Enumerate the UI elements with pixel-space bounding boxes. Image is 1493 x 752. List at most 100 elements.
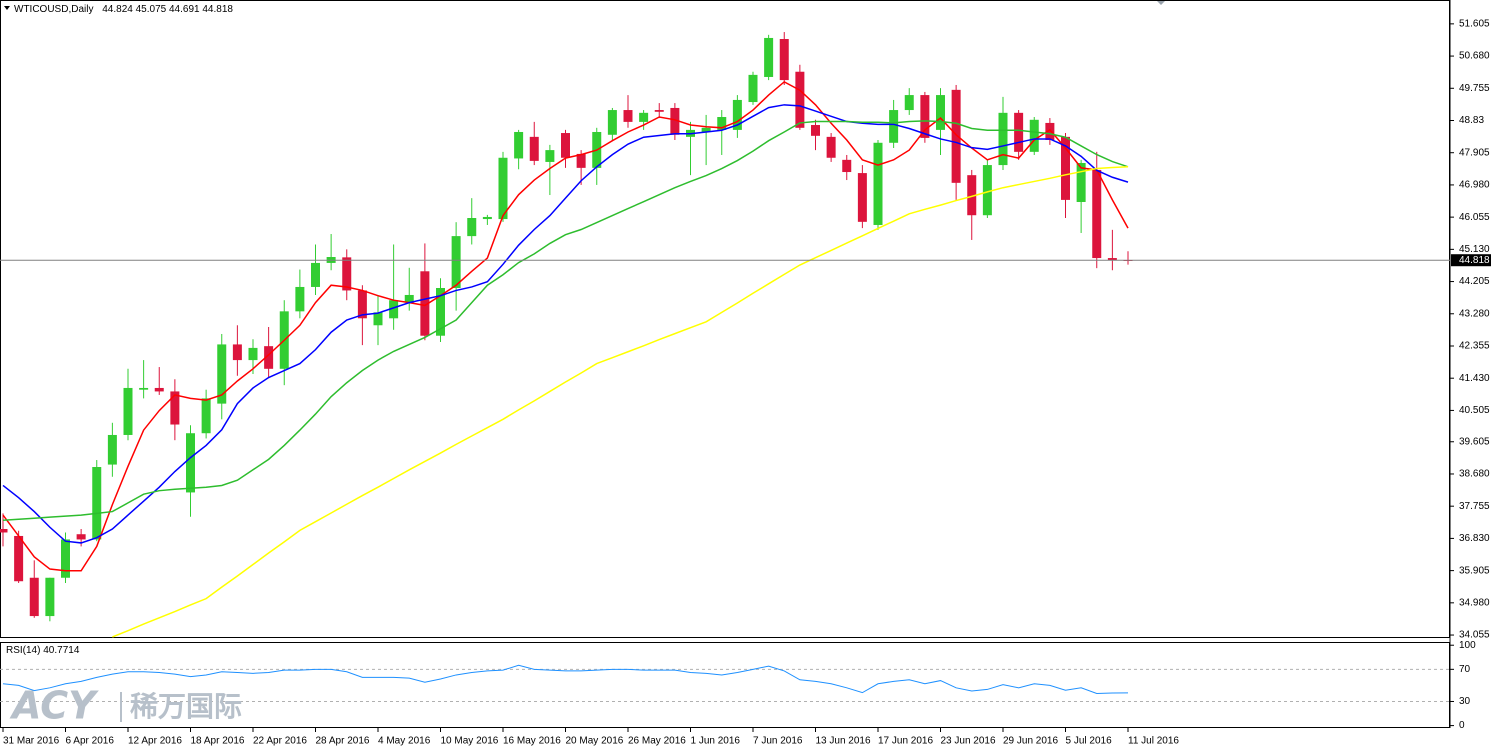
- watermark: ACY 稀万国际: [9, 684, 242, 728]
- y-tick-label: 42.355: [1459, 341, 1490, 352]
- x-tick-label: 16 May 2016: [503, 736, 561, 747]
- line: [2, 80, 1129, 572]
- candle-body: [436, 288, 445, 336]
- candle-body: [232, 344, 242, 361]
- candle-body: [873, 142, 883, 225]
- candle-body: [732, 99, 742, 130]
- candle-body: [389, 300, 399, 319]
- candle-body: [1045, 122, 1055, 140]
- y-tick-label: 43.280: [1459, 308, 1490, 319]
- candle-body: [498, 157, 508, 220]
- price-label: 44.818: [1451, 254, 1491, 267]
- x-tick-label: 31 Mar 2016: [3, 736, 60, 747]
- candle-body: [264, 346, 274, 369]
- y-tick-label: 35.905: [1459, 565, 1490, 576]
- y-tick-label: 49.755: [1459, 83, 1490, 94]
- header-icon: [4, 6, 10, 10]
- candle-body: [654, 110, 664, 112]
- candle-body: [311, 262, 320, 287]
- candle-body: [529, 136, 539, 161]
- main-panel: [0, 0, 1450, 638]
- candle-body: [561, 133, 570, 158]
- candle-body: [1014, 112, 1024, 152]
- watermark-name: 稀万国际: [130, 690, 242, 723]
- candle-body: [670, 107, 680, 135]
- x-tick-label: 18 Apr 2016: [191, 736, 245, 747]
- candle-body: [248, 347, 258, 361]
- x-tick-label: 22 Apr 2016: [253, 736, 307, 747]
- x-tick-label: 23 Jun 2016: [941, 736, 996, 747]
- x-tick-label: 17 Jun 2016: [878, 736, 933, 747]
- candle-body: [889, 110, 899, 143]
- x-tick-label: 28 Apr 2016: [316, 736, 370, 747]
- candles: [0, 32, 1133, 622]
- candle-body: [29, 577, 39, 617]
- candle-body: [76, 534, 86, 540]
- candle-body: [1029, 119, 1039, 152]
- y-tick-label: 70: [1459, 664, 1471, 675]
- candle-body: [545, 150, 555, 162]
- header-close: 44.818: [202, 4, 233, 15]
- y-tick-label: 41.430: [1459, 373, 1490, 384]
- candle-body: [373, 312, 383, 326]
- candle-body: [201, 398, 211, 434]
- y-tick-label: 100: [1459, 640, 1476, 651]
- candle-body: [904, 95, 914, 111]
- candle-body: [1107, 258, 1117, 261]
- price-label-box: [1451, 254, 1491, 267]
- x-tick-label: 20 May 2016: [566, 736, 624, 747]
- chart-header: WTICOUSD,Daily 44.824 45.075 44.691 44.8…: [14, 4, 233, 15]
- candle-body: [967, 175, 977, 216]
- candle-body: [920, 95, 930, 138]
- y-tick-label: 30: [1459, 696, 1471, 707]
- candle-body: [217, 344, 227, 404]
- candle-body: [295, 286, 305, 312]
- y-tick-label: 39.605: [1459, 436, 1490, 447]
- candle-body: [576, 153, 586, 168]
- rsi-panel: [0, 642, 1450, 728]
- candle-body: [795, 71, 805, 128]
- x-tick-label: 26 May 2016: [628, 736, 686, 747]
- watermark-brand: ACY: [9, 684, 99, 728]
- candle-body: [701, 127, 711, 132]
- x-tick-label: 7 Jun 2016: [753, 736, 803, 747]
- x-tick-label: 1 Jun 2016: [691, 736, 741, 747]
- x-tick-label: 12 Apr 2016: [128, 736, 182, 747]
- price-label: 44.818: [1459, 255, 1490, 266]
- x-tick-label: 5 Jul 2016: [1066, 736, 1113, 747]
- y-tick-label: 0: [1459, 720, 1465, 731]
- candle-body: [92, 467, 102, 540]
- y-tick-label: 46.055: [1459, 212, 1490, 223]
- candle-body: [764, 37, 774, 77]
- header-low: 44.691: [169, 4, 200, 15]
- moving-averages: [2, 80, 1129, 638]
- shift-marker: [1157, 1, 1165, 5]
- candle-body: [139, 387, 149, 390]
- candle-body: [1076, 162, 1086, 202]
- candle-body: [482, 216, 492, 220]
- candle-body: [514, 131, 524, 159]
- candle-body: [951, 89, 961, 183]
- line: [2, 664, 1129, 694]
- candle-body: [357, 290, 367, 319]
- y-tick-label: 34.055: [1459, 630, 1490, 641]
- y-tick-label: 46.980: [1459, 180, 1490, 191]
- x-tick-label: 13 Jun 2016: [816, 736, 871, 747]
- header-open: 44.824: [102, 4, 133, 15]
- y-tick-label: 44.205: [1459, 276, 1490, 287]
- candle-body: [717, 117, 727, 130]
- candle-body: [14, 535, 24, 582]
- y-tick-label: 51.605: [1459, 18, 1490, 29]
- candle-body: [467, 218, 477, 237]
- rsi-line: [2, 664, 1129, 694]
- candle-body: [0, 528, 8, 533]
- x-tick-label: 4 May 2016: [378, 736, 431, 747]
- candle-body: [826, 136, 836, 158]
- y-tick-label: 40.505: [1459, 405, 1490, 416]
- y-tick-label: 48.83: [1459, 115, 1484, 126]
- candle-body: [170, 391, 180, 425]
- candle-body: [186, 433, 195, 493]
- candle-body: [61, 539, 70, 578]
